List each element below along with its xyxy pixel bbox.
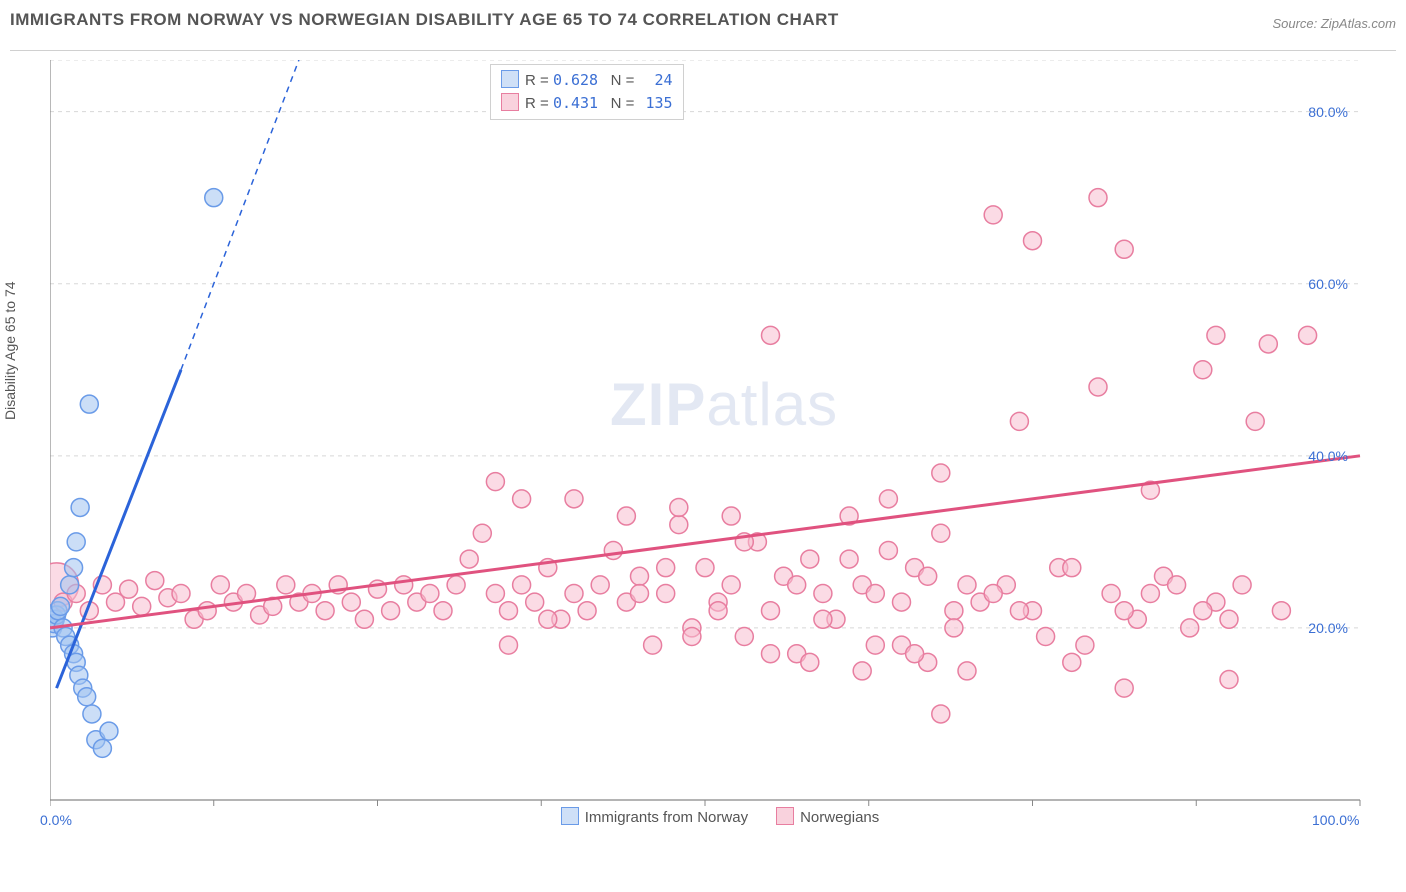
legend-series-item: Norwegians [776, 809, 879, 826]
chart-title: IMMIGRANTS FROM NORWAY VS NORWEGIAN DISA… [10, 10, 839, 29]
y-tick-label: 40.0% [1308, 448, 1348, 464]
source-name: ZipAtlas.com [1321, 16, 1396, 31]
legend-correlation-row: R = 0.628 N = 24 [501, 69, 673, 92]
legend-correlation-row: R = 0.431 N = 135 [501, 92, 673, 115]
legend-n-label: N = [611, 72, 639, 89]
legend-swatch [561, 807, 579, 825]
legend-n-label: N = [611, 95, 639, 112]
legend-n-value: 24 [639, 69, 673, 91]
legend-r-value: 0.431 [553, 94, 598, 112]
y-tick-label: 60.0% [1308, 276, 1348, 292]
y-tick-label: 80.0% [1308, 104, 1348, 120]
y-axis-label: Disability Age 65 to 74 [2, 281, 18, 420]
legend-correlation-box: R = 0.628 N = 24R = 0.431 N = 135 [490, 64, 684, 120]
legend-r-label: R = [525, 72, 553, 89]
legend-swatch [501, 93, 519, 111]
legend-r-label: R = [525, 95, 553, 112]
source-attribution: Source: ZipAtlas.com [1272, 16, 1396, 31]
legend-series-label: Norwegians [800, 809, 879, 826]
legend-series-label: Immigrants from Norway [585, 809, 748, 826]
legend-series: Immigrants from Norway Norwegians [50, 807, 1390, 826]
legend-n-value: 135 [639, 92, 673, 114]
legend-series-item: Immigrants from Norway [561, 809, 748, 826]
source-prefix: Source: [1272, 16, 1320, 31]
legend-swatch [501, 70, 519, 88]
legend-swatch [776, 807, 794, 825]
chart-area: ZIPatlas R = 0.628 N = 24R = 0.431 N = 1… [50, 60, 1390, 830]
legend-r-value: 0.628 [553, 71, 598, 89]
y-tick-label: 20.0% [1308, 620, 1348, 636]
scatter-plot-svg [50, 60, 1390, 830]
